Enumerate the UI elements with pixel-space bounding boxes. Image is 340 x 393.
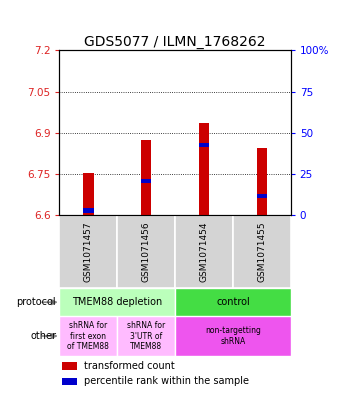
Text: TMEM88 depletion: TMEM88 depletion [72,297,163,307]
Text: GSM1071454: GSM1071454 [200,222,208,282]
Text: shRNA for
3'UTR of
TMEM88: shRNA for 3'UTR of TMEM88 [127,321,165,351]
Bar [141,140,151,215]
Text: non-targetting
shRNA: non-targetting shRNA [205,326,261,346]
Text: GSM1071455: GSM1071455 [257,221,266,282]
Text: GSM1071456: GSM1071456 [142,221,151,282]
Text: shRNA for
first exon
of TMEM88: shRNA for first exon of TMEM88 [67,321,109,351]
Bar [257,194,267,198]
Bar [83,208,94,213]
Text: control: control [216,297,250,307]
Bar [175,288,291,316]
Bar [175,316,291,356]
Bar [175,215,233,288]
Bar [199,143,209,147]
Bar [117,215,175,288]
Bar [141,178,151,183]
Text: transformed count: transformed count [84,361,175,371]
Bar [59,288,175,316]
Text: protocol: protocol [16,297,56,307]
Bar [83,173,94,215]
Bar [233,215,291,288]
Text: other: other [30,331,56,341]
Bar [59,316,117,356]
Bar [59,215,117,288]
Bar [199,123,209,215]
Bar [62,378,77,385]
Text: GSM1071457: GSM1071457 [84,221,93,282]
Bar [62,362,77,370]
Bar [257,148,267,215]
Text: percentile rank within the sample: percentile rank within the sample [84,376,249,386]
Title: GDS5077 / ILMN_1768262: GDS5077 / ILMN_1768262 [84,35,266,49]
Bar [117,316,175,356]
